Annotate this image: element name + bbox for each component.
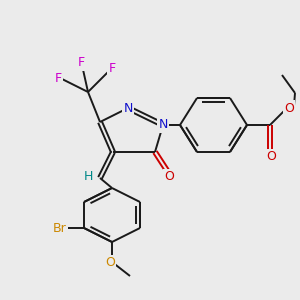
- Text: Br: Br: [53, 221, 67, 235]
- Text: N: N: [123, 101, 133, 115]
- Text: H: H: [83, 169, 93, 182]
- Text: F: F: [54, 71, 61, 85]
- Text: F: F: [108, 61, 116, 74]
- Text: O: O: [164, 170, 174, 184]
- Text: O: O: [284, 101, 294, 115]
- Text: N: N: [158, 118, 168, 131]
- Text: F: F: [77, 56, 85, 70]
- Text: O: O: [266, 151, 276, 164]
- Text: O: O: [105, 256, 115, 269]
